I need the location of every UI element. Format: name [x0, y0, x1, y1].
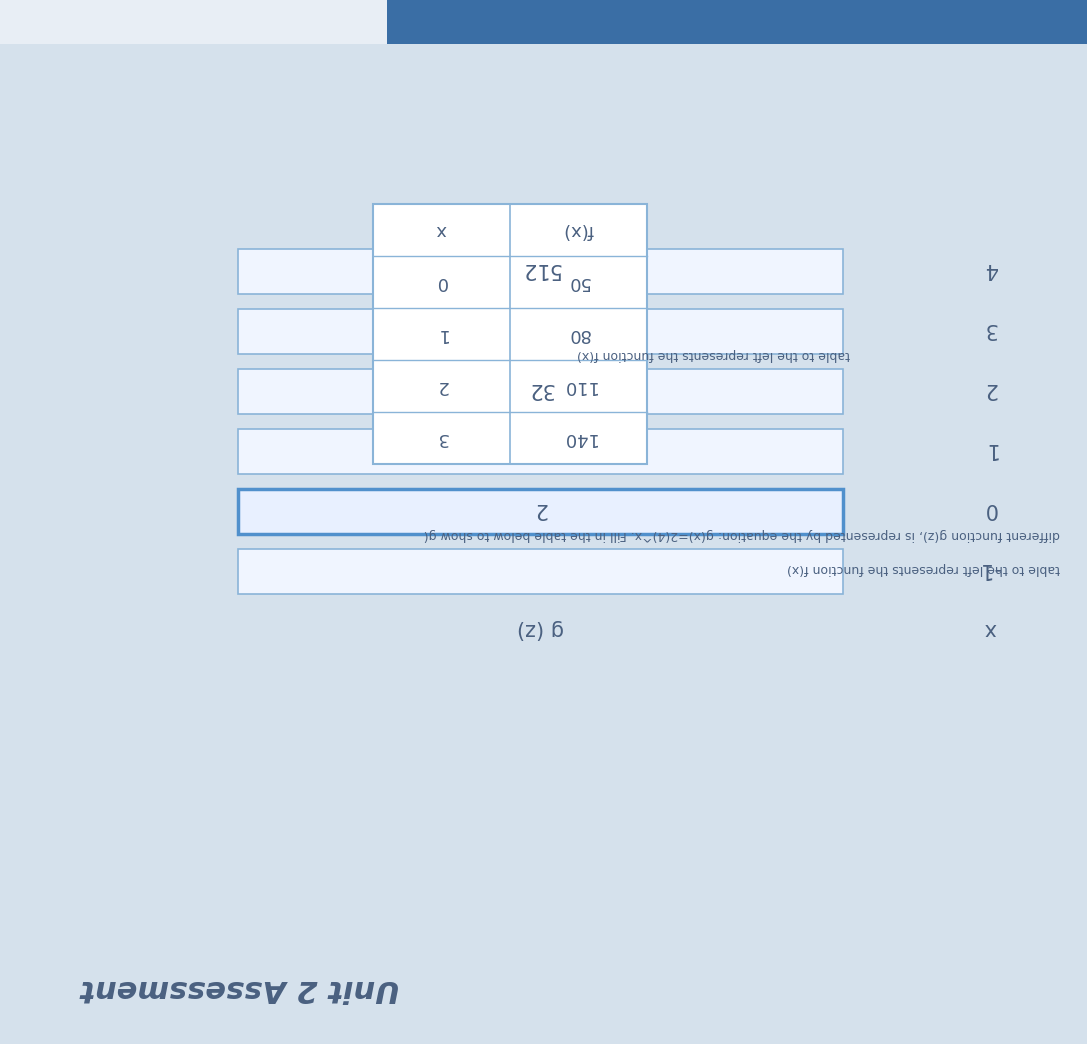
FancyBboxPatch shape: [238, 490, 844, 535]
FancyBboxPatch shape: [238, 549, 844, 594]
Text: 140: 140: [562, 429, 596, 447]
Text: g (z): g (z): [516, 619, 563, 639]
Text: -1: -1: [979, 559, 1000, 579]
Text: 2: 2: [436, 377, 447, 395]
Text: 0: 0: [984, 499, 997, 519]
Text: 512: 512: [520, 259, 560, 279]
Text: 3: 3: [436, 429, 447, 447]
Text: x: x: [984, 619, 996, 639]
Text: 50: 50: [567, 272, 590, 291]
Text: f(x): f(x): [563, 221, 594, 239]
Text: 0: 0: [436, 272, 447, 291]
FancyBboxPatch shape: [238, 309, 844, 354]
Text: 1: 1: [984, 438, 997, 459]
FancyBboxPatch shape: [387, 0, 1087, 44]
FancyBboxPatch shape: [238, 370, 844, 414]
Text: 110: 110: [562, 377, 596, 395]
Text: table to the left represents the function f(x): table to the left represents the functio…: [577, 348, 850, 360]
Text: x: x: [436, 221, 447, 239]
FancyBboxPatch shape: [238, 250, 844, 294]
FancyBboxPatch shape: [238, 429, 844, 474]
Text: 2: 2: [984, 379, 997, 399]
Text: 80: 80: [567, 325, 590, 343]
FancyBboxPatch shape: [373, 204, 647, 464]
Text: 2: 2: [534, 499, 547, 519]
FancyBboxPatch shape: [0, 0, 387, 44]
Text: 3: 3: [984, 319, 997, 339]
Text: table to the left represents the function f(x): table to the left represents the functio…: [787, 563, 1060, 575]
Text: Unit 2 Assessment: Unit 2 Assessment: [80, 974, 400, 1003]
Text: 4: 4: [984, 259, 997, 279]
Text: 1: 1: [436, 325, 447, 343]
Text: different function g(z), is represented by the equation: g(x)=2(4)^x. Fill in th: different function g(z), is represented …: [424, 527, 1060, 541]
Text: 32: 32: [527, 379, 553, 399]
